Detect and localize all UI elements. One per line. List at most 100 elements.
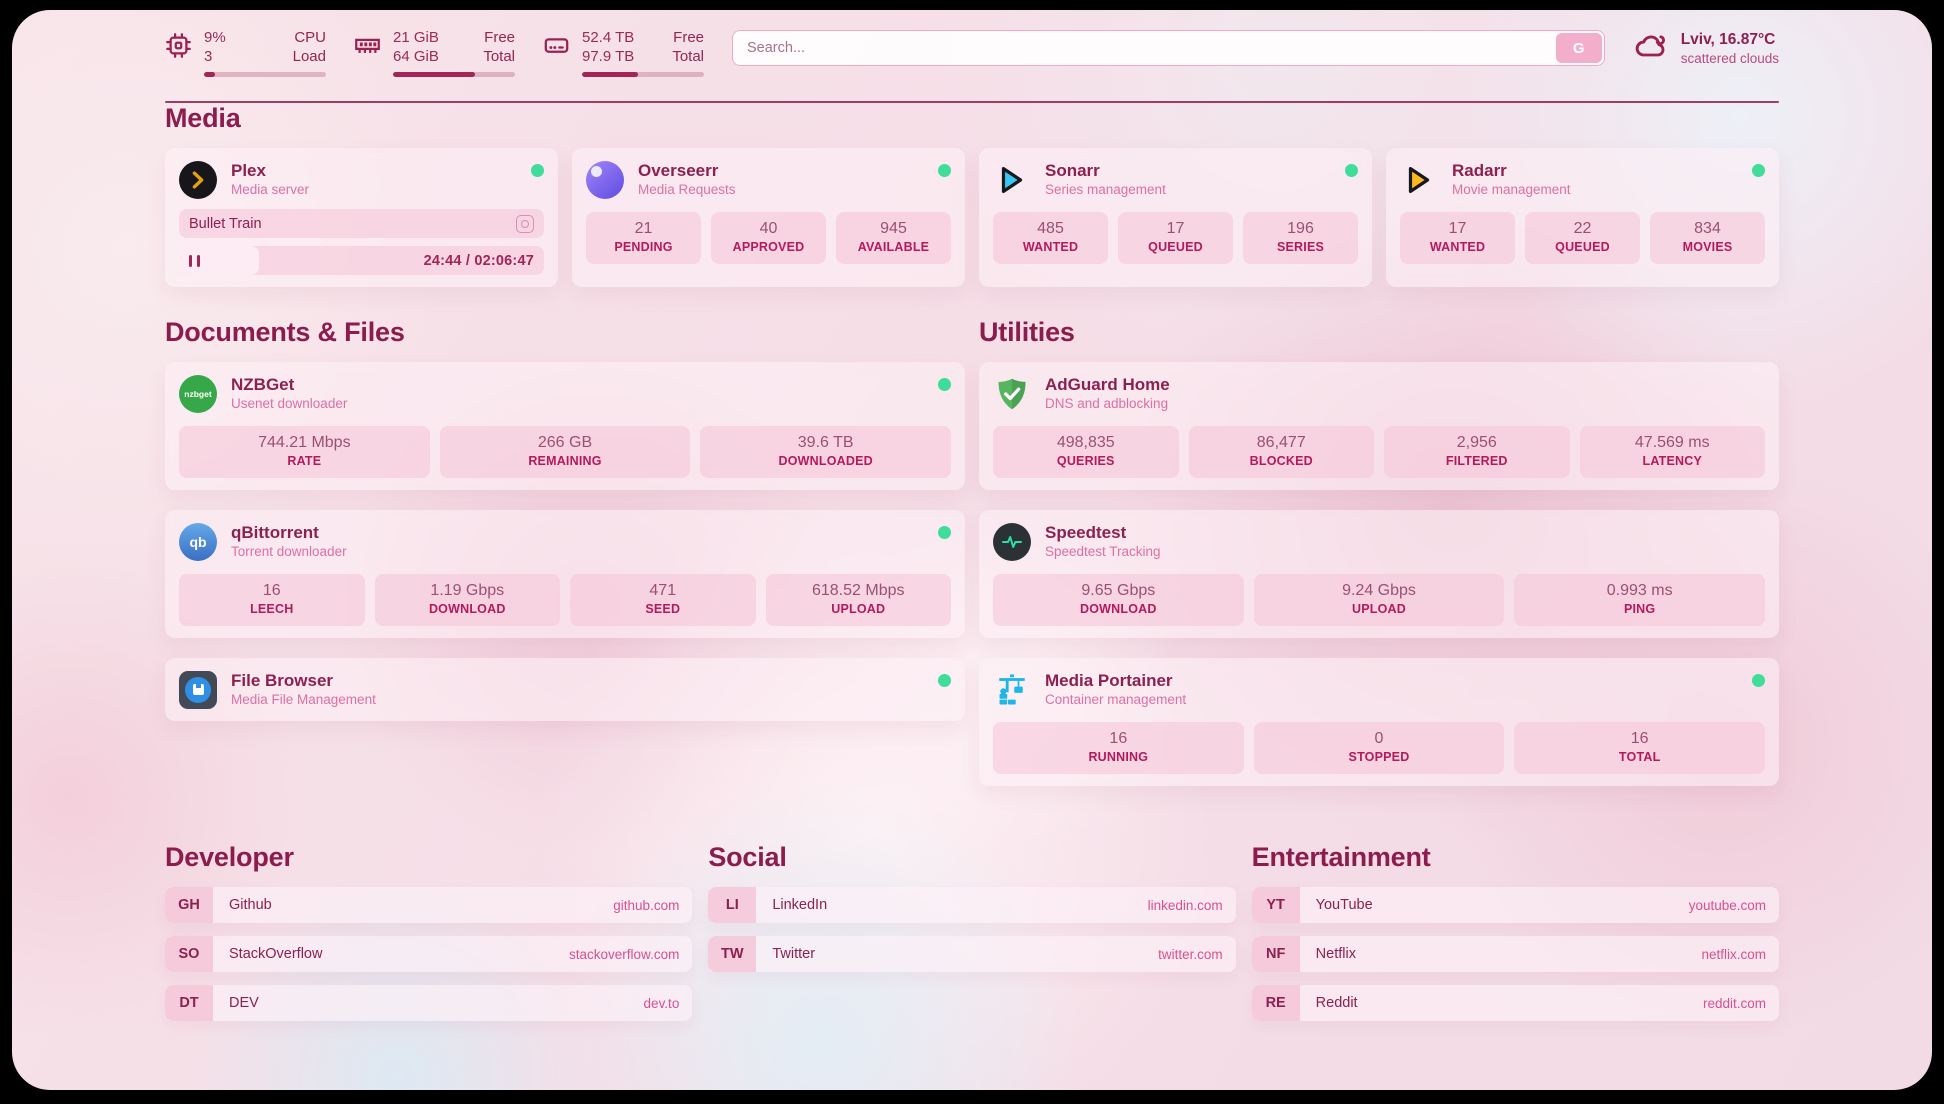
- media-card-grid: Plex Media server Bullet Train 24:44 / 0…: [165, 148, 1779, 287]
- stat-value: 21: [634, 220, 653, 237]
- disk-total-value: 97.9 TB: [582, 48, 635, 65]
- stat-label: DOWNLOAD: [1080, 602, 1157, 616]
- search-input[interactable]: [732, 30, 1605, 66]
- qbittorrent-icon: qb: [179, 522, 217, 561]
- app-name: NZBGet: [231, 375, 295, 394]
- bookmark-abbr: RE: [1251, 985, 1300, 1021]
- app-name: AdGuard Home: [1045, 375, 1170, 394]
- stat-label: STOPPED: [1348, 750, 1410, 764]
- disk-free-value: 52.4 TB: [582, 29, 635, 46]
- stat-download: 1.19 Gbps DOWNLOAD: [374, 574, 560, 626]
- app-subtitle: Media server: [231, 182, 310, 197]
- stat-label: FILTERED: [1445, 454, 1508, 468]
- search-bar: G: [732, 30, 1605, 66]
- portainer-icon: [993, 671, 1031, 709]
- stat-value: 22: [1573, 220, 1592, 237]
- stat-value: 498,835: [1056, 434, 1115, 451]
- bookmark-abbr: DT: [165, 985, 213, 1021]
- stat-value: 471: [649, 582, 677, 599]
- adguard-icon: [993, 375, 1031, 413]
- stat-value: 47.569 ms: [1634, 434, 1710, 451]
- cpu-icon: [165, 32, 192, 64]
- filebrowser-card[interactable]: File Browser Media File Management: [165, 658, 965, 721]
- stat-label: WANTED: [1022, 240, 1079, 254]
- developer-section-title: Developer: [165, 842, 294, 872]
- stat-rate: 744.21 Mbps RATE: [179, 426, 430, 478]
- memory-total-label: Total: [483, 48, 515, 65]
- bookmark-abbr: TW: [708, 936, 757, 972]
- documents-section-title: Documents & Files: [165, 317, 405, 347]
- bookmark-name: LinkedIn: [772, 897, 828, 913]
- stat-seed: 471 SEED: [570, 574, 756, 626]
- status-dot: [1752, 674, 1765, 687]
- bookmark-linkedin[interactable]: LI LinkedIn linkedin.com: [708, 887, 1236, 923]
- search-submit-button[interactable]: G: [1555, 33, 1602, 63]
- stat-label: PENDING: [614, 240, 673, 254]
- weather-location-temp: Lviv, 16.87°C: [1680, 30, 1776, 48]
- bookmark-stackoverflow[interactable]: SO StackOverflow stackoverflow.com: [165, 936, 693, 972]
- overseerr-card[interactable]: Overseerr Media Requests 21 PENDING 40 A…: [572, 148, 965, 287]
- app-name: Overseerr: [638, 161, 719, 180]
- stat-upload: 9.24 Gbps UPLOAD: [1253, 574, 1505, 626]
- bookmark-name: Netflix: [1315, 946, 1356, 962]
- speedtest-card[interactable]: Speedtest Speedtest Tracking 9.65 Gbps D…: [979, 510, 1779, 638]
- app-subtitle: Media File Management: [231, 692, 376, 707]
- plex-card[interactable]: Plex Media server Bullet Train 24:44 / 0…: [165, 148, 558, 287]
- stat-label: MOVIES: [1682, 240, 1733, 254]
- stat-value: 1.19 Gbps: [430, 582, 505, 599]
- status-dot: [1345, 164, 1358, 177]
- nzbget-card[interactable]: nzbget NZBGet Usenet downloader 744.21 M…: [165, 362, 965, 490]
- bookmark-abbr: YT: [1251, 887, 1300, 923]
- nzbget-icon-label: nzbget: [184, 388, 212, 399]
- weather-condition: scattered clouds: [1680, 50, 1779, 66]
- bookmark-url: youtube.com: [1688, 897, 1766, 913]
- nzbget-icon: nzbget: [179, 374, 217, 413]
- stat-label: LATENCY: [1642, 454, 1702, 468]
- qbittorrent-card[interactable]: qb qBittorrent Torrent downloader 16: [165, 510, 965, 638]
- bookmark-twitter[interactable]: TW Twitter twitter.com: [708, 936, 1236, 972]
- bookmark-abbr: NF: [1251, 936, 1300, 972]
- sonarr-card[interactable]: Sonarr Series management 485 WANTED 17 Q…: [979, 148, 1372, 287]
- bookmark-name: StackOverflow: [229, 946, 323, 962]
- adguard-card[interactable]: AdGuard Home DNS and adblocking 498,835 …: [979, 362, 1779, 490]
- app-name: Sonarr: [1045, 161, 1100, 180]
- bookmark-url: stackoverflow.com: [569, 946, 680, 962]
- stat-label: SEED: [645, 602, 681, 616]
- app-name: File Browser: [231, 671, 334, 690]
- stat-label: REMAINING: [528, 454, 602, 468]
- overseerr-icon: [586, 160, 624, 199]
- bookmark-reddit[interactable]: RE Reddit reddit.com: [1251, 985, 1779, 1021]
- bookmark-url: netflix.com: [1701, 946, 1766, 962]
- stat-running: 16 RUNNING: [993, 722, 1244, 774]
- stat-value: 2,956: [1456, 434, 1497, 451]
- entertainment-section: Entertainment YT YouTube youtube.com NF …: [1251, 842, 1779, 1034]
- app-name: Media Portainer: [1045, 671, 1173, 690]
- status-dot: [938, 164, 951, 177]
- stat-upload: 618.52 Mbps UPLOAD: [765, 574, 951, 626]
- stat-label: UPLOAD: [1352, 602, 1406, 616]
- bookmark-netflix[interactable]: NF Netflix netflix.com: [1251, 936, 1779, 972]
- disk-widget: 52.4 TB 97.9 TB Free Total: [543, 28, 704, 77]
- bookmark-dev[interactable]: DT DEV dev.to: [165, 985, 693, 1021]
- bookmark-github[interactable]: GH Github github.com: [165, 887, 693, 923]
- radarr-icon: [1400, 161, 1438, 199]
- bookmark-url: twitter.com: [1158, 946, 1223, 962]
- app-name: Speedtest: [1045, 523, 1127, 542]
- stat-label: QUEUED: [1555, 240, 1610, 254]
- portainer-card[interactable]: Media Portainer Container management 16 …: [979, 658, 1779, 786]
- stat-available: 945 AVAILABLE: [836, 212, 951, 264]
- bookmark-youtube[interactable]: YT YouTube youtube.com: [1251, 887, 1779, 923]
- utilities-section-title: Utilities: [979, 317, 1075, 347]
- radarr-card[interactable]: Radarr Movie management 17 WANTED 22 QUE…: [1386, 148, 1779, 287]
- cloud-icon: [1633, 28, 1669, 69]
- stat-wanted: 485 WANTED: [993, 212, 1108, 264]
- memory-icon: [354, 32, 381, 64]
- stat-value: 0.993 ms: [1606, 582, 1673, 599]
- status-dot: [938, 526, 951, 539]
- stat-ping: 0.993 ms PING: [1514, 574, 1765, 626]
- plex-icon: [179, 160, 217, 199]
- app-subtitle: Torrent downloader: [231, 544, 347, 559]
- speedtest-icon: [993, 522, 1031, 561]
- status-dot: [1752, 164, 1765, 177]
- stat-pending: 21 PENDING: [586, 212, 701, 264]
